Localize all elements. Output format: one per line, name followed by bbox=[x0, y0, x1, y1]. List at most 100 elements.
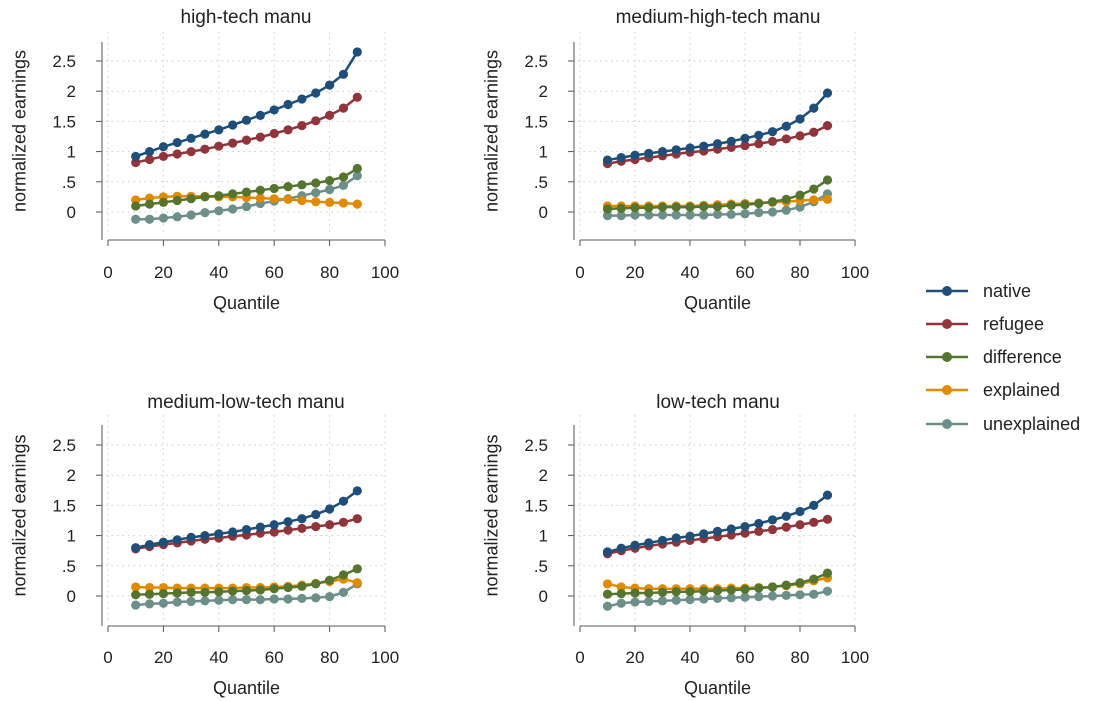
data-point bbox=[311, 88, 321, 98]
legend-swatch-marker bbox=[942, 352, 952, 362]
data-point bbox=[158, 213, 168, 223]
data-point bbox=[325, 197, 335, 207]
data-point bbox=[131, 151, 141, 162]
data-point bbox=[338, 172, 349, 182]
data-point bbox=[255, 110, 265, 120]
data-point bbox=[311, 188, 321, 198]
data-point bbox=[241, 135, 252, 145]
x-axis-label: Quantile bbox=[684, 293, 751, 313]
data-point bbox=[809, 103, 819, 113]
data-point bbox=[781, 580, 791, 590]
data-point bbox=[158, 537, 168, 547]
data-point bbox=[616, 588, 626, 599]
data-point bbox=[297, 94, 307, 104]
data-point bbox=[144, 599, 155, 609]
data-point bbox=[172, 195, 182, 206]
data-point bbox=[338, 496, 349, 506]
data-point bbox=[158, 197, 168, 207]
data-point bbox=[283, 194, 293, 204]
legend-label: native bbox=[983, 281, 1031, 301]
x-tick-label: 20 bbox=[154, 648, 173, 667]
data-point bbox=[269, 594, 279, 604]
data-point bbox=[671, 595, 681, 605]
data-point bbox=[214, 125, 224, 135]
data-point bbox=[297, 195, 307, 206]
data-point bbox=[754, 518, 764, 529]
x-tick-label: 80 bbox=[791, 263, 810, 282]
data-point bbox=[657, 147, 668, 157]
y-tick-label: 0 bbox=[539, 203, 548, 222]
data-point bbox=[726, 524, 736, 534]
data-point bbox=[685, 143, 695, 153]
y-tick-label: 2.5 bbox=[52, 52, 76, 71]
panel-title: low-tech manu bbox=[656, 392, 780, 413]
data-point bbox=[809, 127, 819, 137]
data-point bbox=[602, 589, 613, 599]
y-tick-label: 1.5 bbox=[52, 496, 76, 515]
data-point bbox=[602, 547, 613, 557]
data-point bbox=[767, 582, 778, 592]
data-point bbox=[269, 584, 279, 594]
data-point bbox=[795, 578, 805, 588]
data-point bbox=[616, 582, 626, 592]
data-point bbox=[767, 591, 778, 601]
data-point bbox=[630, 588, 640, 598]
y-tick-label: 2.5 bbox=[524, 52, 548, 71]
y-tick-label: 2.5 bbox=[524, 436, 548, 455]
x-tick-label: 40 bbox=[681, 263, 700, 282]
x-tick-label: 100 bbox=[841, 263, 869, 282]
y-tick-label: 1.5 bbox=[524, 496, 548, 515]
x-tick-label: 80 bbox=[791, 648, 810, 667]
data-point bbox=[228, 204, 238, 214]
chart-panel-2: medium-high-tech manu 0 .5 1 1.5 2 2.5 normaliz… bbox=[481, 7, 869, 313]
data-point bbox=[214, 191, 224, 201]
data-point bbox=[616, 203, 626, 213]
data-point bbox=[726, 593, 736, 603]
data-point bbox=[352, 92, 362, 102]
data-point bbox=[172, 212, 182, 222]
data-point bbox=[699, 586, 709, 596]
y-tick-label: 2 bbox=[539, 82, 548, 101]
data-point bbox=[671, 587, 681, 597]
data-point bbox=[644, 538, 654, 548]
data-point bbox=[144, 147, 155, 157]
data-point bbox=[754, 208, 764, 218]
data-point bbox=[352, 163, 362, 174]
data-point bbox=[158, 142, 168, 152]
data-point bbox=[602, 579, 613, 589]
data-point bbox=[297, 581, 307, 591]
panel-title: medium-high-tech manu bbox=[616, 7, 821, 28]
data-point bbox=[657, 535, 668, 546]
data-point bbox=[795, 114, 805, 124]
data-point bbox=[616, 543, 626, 553]
data-point bbox=[712, 201, 723, 212]
y-tick-label: .5 bbox=[534, 557, 548, 576]
data-point bbox=[214, 595, 224, 605]
y-tick-label: 1.5 bbox=[524, 112, 548, 131]
data-point bbox=[186, 133, 196, 143]
x-axis-label: Quantile bbox=[213, 293, 280, 313]
data-point bbox=[644, 210, 654, 220]
data-point bbox=[311, 579, 321, 589]
data-point bbox=[809, 517, 819, 527]
data-point bbox=[712, 209, 723, 220]
y-tick-label: 2.5 bbox=[52, 436, 76, 455]
y-axis-label: normalized earnings bbox=[481, 434, 501, 596]
data-point bbox=[699, 141, 709, 151]
data-point bbox=[352, 171, 362, 181]
data-point bbox=[325, 592, 335, 602]
legend-swatch-marker bbox=[942, 385, 952, 395]
data-point bbox=[781, 134, 791, 144]
data-point bbox=[269, 527, 279, 537]
y-tick-label: 1 bbox=[539, 527, 548, 546]
data-point bbox=[767, 197, 778, 207]
legend-item-native: native bbox=[926, 281, 1031, 301]
data-point bbox=[325, 110, 335, 120]
data-point bbox=[241, 595, 252, 605]
data-point bbox=[283, 182, 293, 192]
y-tick-label: 1 bbox=[539, 143, 548, 162]
data-point bbox=[644, 596, 654, 607]
x-tick-label: 40 bbox=[209, 263, 228, 282]
data-point bbox=[352, 486, 362, 496]
